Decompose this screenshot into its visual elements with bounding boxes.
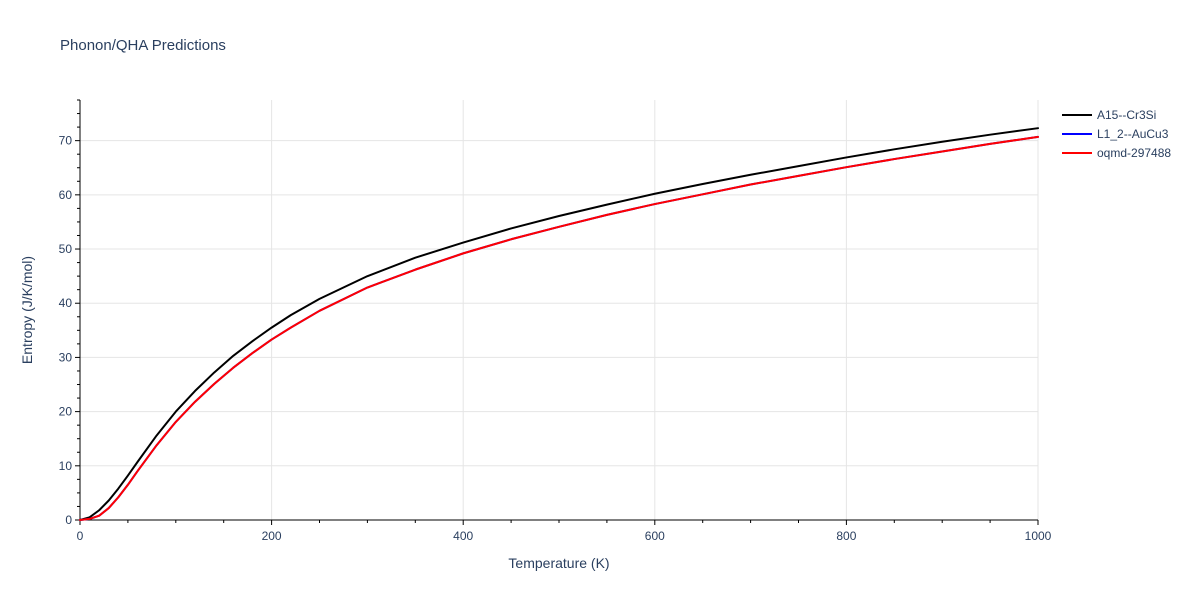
legend-label: A15--Cr3Si xyxy=(1097,108,1156,122)
legend[interactable]: A15--Cr3Si L1_2--AuCu3 oqmd-297488 xyxy=(1062,108,1171,160)
y-tick-label: 10 xyxy=(59,459,73,473)
y-tick-label: 70 xyxy=(59,134,73,148)
y-tick-label: 30 xyxy=(59,350,73,364)
series-line-a15-cr3si xyxy=(79,127,1039,521)
x-axis-title: Temperature (K) xyxy=(508,555,609,571)
x-tick-label: 1000 xyxy=(1025,529,1052,543)
y-tick-label: 50 xyxy=(59,242,73,256)
y-axis-title: Entropy (J/K/mol) xyxy=(19,256,35,364)
x-tick-label: 200 xyxy=(262,529,282,543)
y-tick-label: 0 xyxy=(65,513,72,527)
y-tick-label: 20 xyxy=(59,405,73,419)
grid-lines xyxy=(80,100,1039,520)
legend-label: L1_2--AuCu3 xyxy=(1097,127,1169,141)
axes: 0 200 400 600 800 1000 0 10 20 30 40 50 60 70 xyxy=(59,99,1052,543)
x-tick-label: 0 xyxy=(77,529,84,543)
plot-area xyxy=(79,127,1039,521)
x-tick-label: 800 xyxy=(836,529,856,543)
y-tick-label: 40 xyxy=(59,296,73,310)
series-line-oqmd-297488 xyxy=(79,135,1039,521)
x-tick-label: 600 xyxy=(645,529,665,543)
x-tick-label: 400 xyxy=(453,529,473,543)
series-line-l1-2-aucu3 xyxy=(79,135,1039,521)
legend-item[interactable]: A15--Cr3Si xyxy=(1062,108,1156,122)
y-tick-label: 60 xyxy=(59,188,73,202)
legend-label: oqmd-297488 xyxy=(1097,146,1171,160)
legend-item[interactable]: oqmd-297488 xyxy=(1062,146,1171,160)
chart-title: Phonon/QHA Predictions xyxy=(60,37,226,54)
legend-item[interactable]: L1_2--AuCu3 xyxy=(1062,127,1169,141)
